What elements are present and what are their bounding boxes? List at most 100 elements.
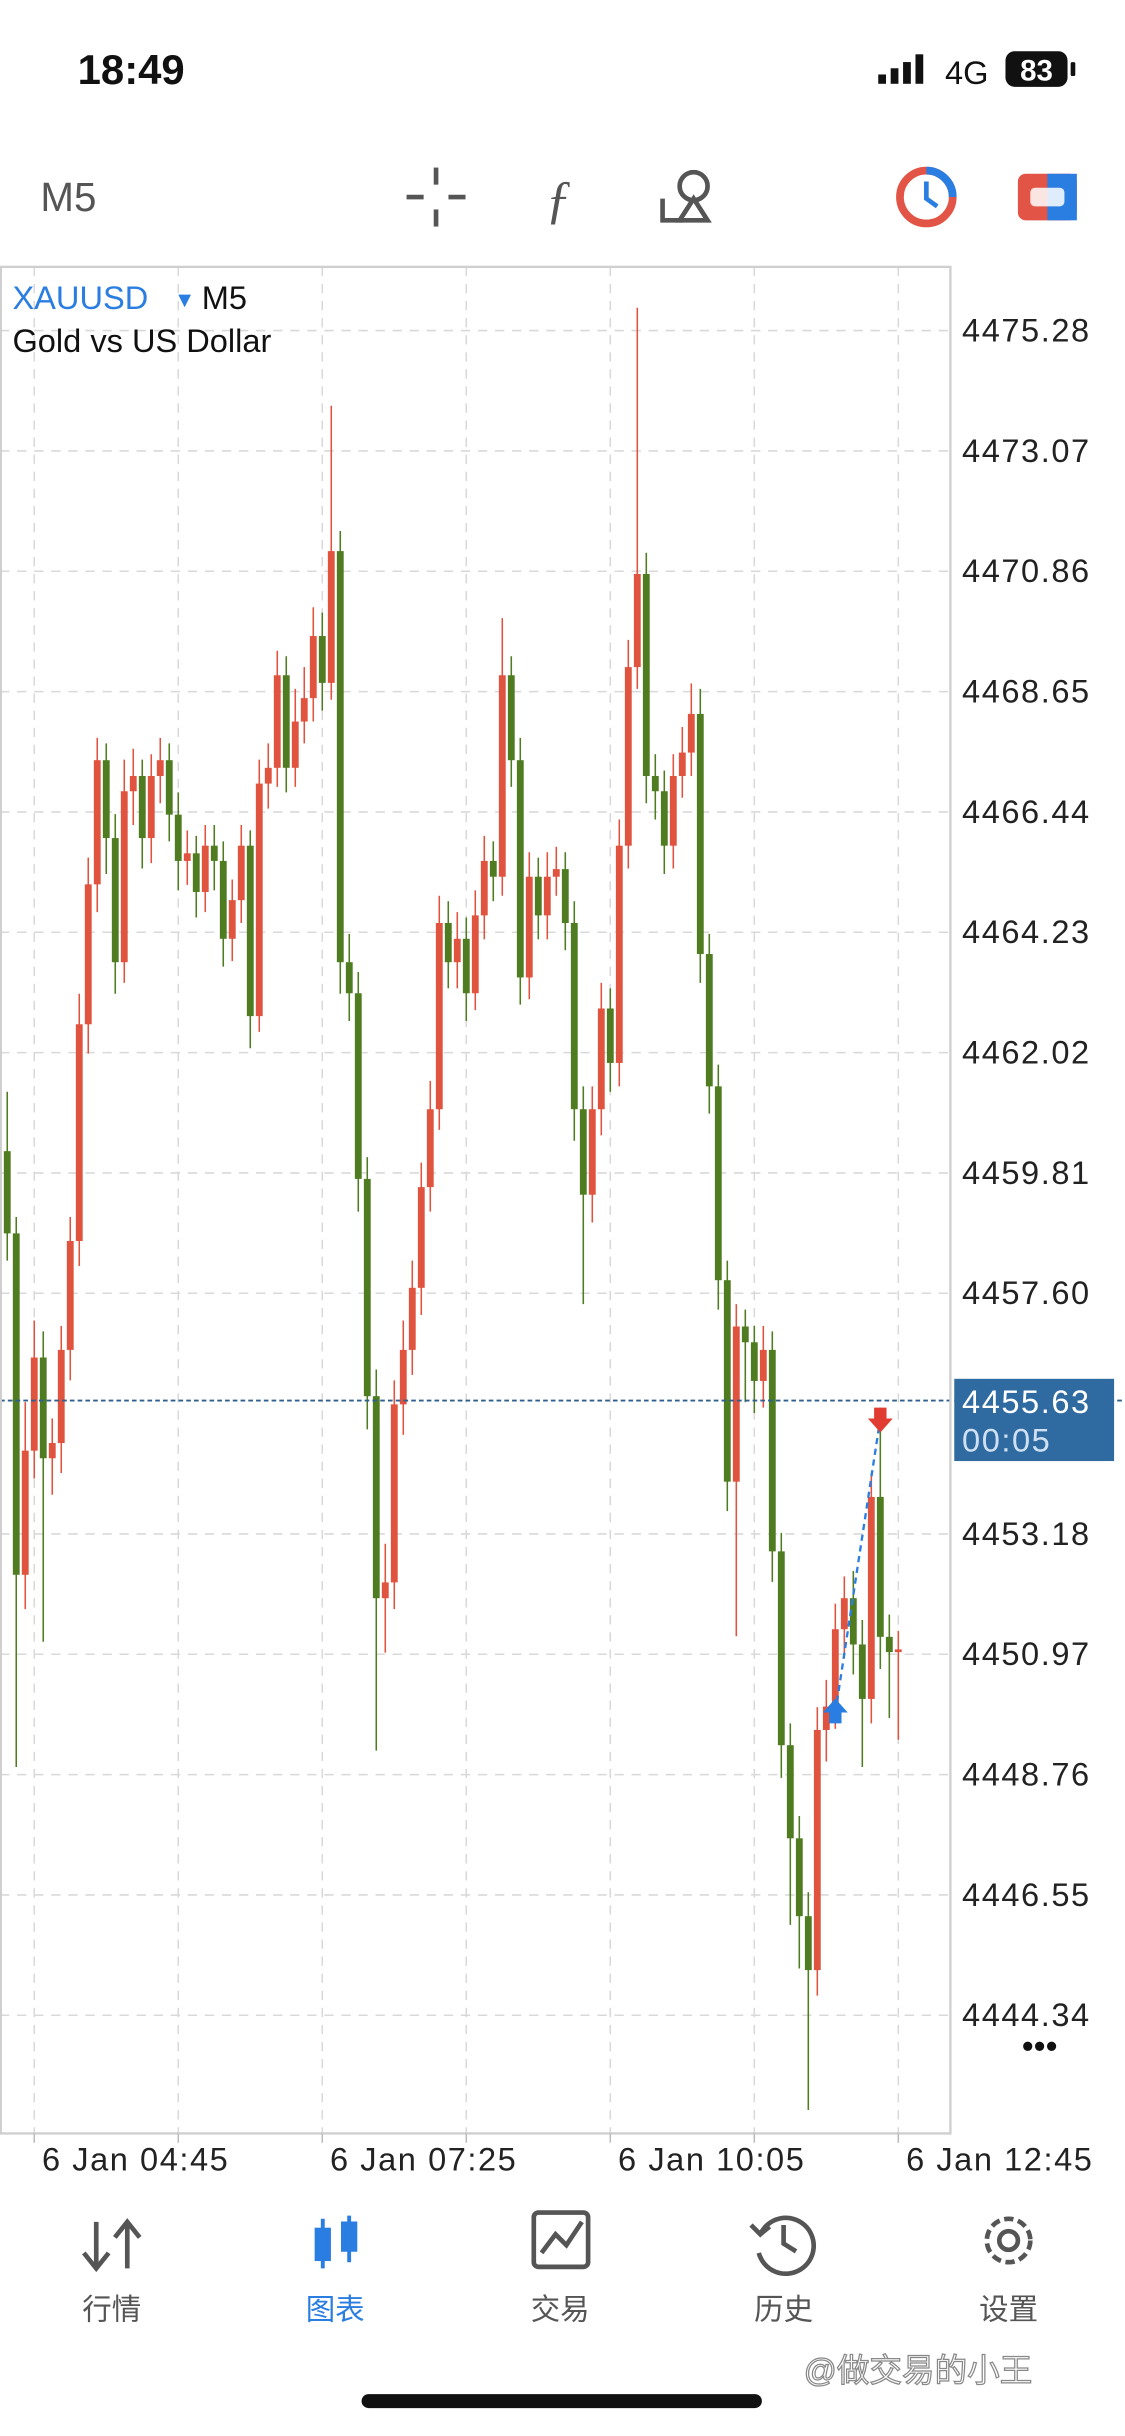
candle-body [543,876,551,916]
candle-body [750,1342,758,1381]
candle-body [3,1151,11,1234]
candle-body [480,860,488,916]
candle-body [102,760,110,839]
x-tick-label: 6 Jan 07:25 [330,2142,517,2178]
candle-body [768,1349,776,1552]
candle-body [588,1109,596,1195]
candle-body [75,1024,83,1241]
tab-label[interactable]: 设置 [979,2294,1038,2327]
candle-body [111,838,119,963]
y-tick-label: 4462.02 [962,1034,1091,1070]
candle-body [39,1357,47,1459]
candle-body [246,845,254,1017]
tab-label[interactable]: 交易 [531,2294,590,2327]
candle-body [138,775,146,839]
tab-quotes-icon[interactable] [82,2218,142,2273]
indicators-button[interactable]: ƒ [545,171,571,229]
one-click-button[interactable] [1017,173,1077,221]
candle-body [741,1326,749,1343]
candle-body [885,1636,893,1653]
timeframe-button[interactable]: M5 [40,174,96,220]
objects-button[interactable] [660,169,712,223]
candle-body [651,775,659,792]
symbol-description: Gold vs US Dollar [12,323,271,359]
home-indicator [361,2394,762,2409]
y-tick-label: 4448.76 [962,1756,1091,1792]
candle-body [318,636,326,683]
candle-body [705,954,713,1087]
symbol-dropdown[interactable]: ▼ [174,287,196,312]
candle-body [669,775,677,846]
candle-body [345,962,353,994]
y-tick-label: 4457.60 [962,1275,1091,1311]
candle-body [174,814,182,861]
candle-body [282,675,290,768]
chart-timeframe: M5 [202,280,247,316]
candle-body [840,1598,848,1630]
tab-settings-icon[interactable] [984,2216,1033,2265]
candle-body [822,1706,830,1730]
candle-body [561,869,569,924]
y-tick-label: 4446.55 [962,1877,1091,1913]
more-button[interactable]: ••• [1022,2027,1058,2065]
tab-label[interactable]: 图表 [306,2294,365,2327]
candle-body [129,775,137,792]
candle-body [453,938,461,963]
buy-marker [822,1698,848,1724]
candle-body [327,551,335,683]
candle-body [417,1187,425,1288]
candle-body [606,1008,614,1063]
tab-label[interactable]: 历史 [754,2294,813,2327]
signal-icon [878,54,924,84]
candle-body [210,845,218,861]
status-time: 18:49 [78,46,185,93]
candle-body [552,869,560,877]
battery-tip [1070,62,1076,77]
candle-body [849,1598,857,1645]
candle-body [462,938,470,994]
candle-body [372,1396,380,1599]
y-tick-label: 4444.34 [962,1997,1091,2033]
y-tick-label: 4473.07 [962,433,1091,469]
current-price-box [954,1378,1115,1462]
candle-body [759,1349,767,1381]
candle-body [642,573,650,776]
candle-body [273,675,281,768]
candle-body [12,1233,20,1575]
candle-body [336,551,344,963]
trade-signal-button[interactable] [896,166,957,228]
candle-body [660,791,668,846]
y-tick-label: 4464.23 [962,914,1091,950]
candle-body [471,915,479,994]
x-tick-label: 6 Jan 04:45 [42,2142,229,2178]
candle-body [633,573,641,668]
candle-body [570,923,578,1110]
candle-body [507,675,515,761]
candle-body [831,1629,839,1707]
grid [0,266,950,2134]
tab-history-icon[interactable] [749,2215,816,2276]
candle-body [597,1008,605,1110]
candle-body [237,845,245,901]
tab-trade-icon[interactable] [531,2210,591,2270]
candle-body [498,675,506,877]
candle-body [579,1109,587,1195]
tab-label[interactable]: 行情 [82,2294,141,2327]
crosshair-button[interactable] [406,167,466,227]
current-price-label: 4455.63 [962,1384,1091,1420]
candle-body [291,721,299,768]
candle-body [21,1450,29,1575]
candle-body [489,860,497,877]
candle-body [309,636,317,699]
symbol-button[interactable]: XAUUSD [12,280,148,316]
y-tick-label: 4450.97 [962,1636,1091,1672]
candle-body [426,1109,434,1188]
network-label: 4G [945,55,988,91]
candle-body [48,1443,56,1459]
tab-chart-icon[interactable] [314,2215,358,2269]
y-tick-label: 4468.65 [962,673,1091,709]
candle-body [66,1240,74,1350]
candle-body [786,1745,794,1839]
candle-body [516,760,524,978]
